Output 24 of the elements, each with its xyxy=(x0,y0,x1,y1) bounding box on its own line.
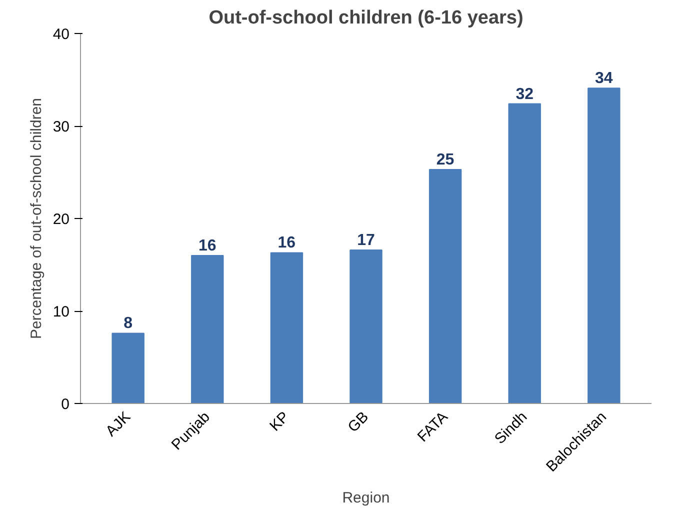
data-label: 32 xyxy=(516,86,534,103)
bar xyxy=(112,332,144,404)
data-label: 25 xyxy=(436,151,454,168)
y-tick-label: 0 xyxy=(61,396,70,413)
chart-title: Out-of-school children (6-16 years) xyxy=(208,8,524,28)
y-tick-label: 30 xyxy=(52,118,70,136)
bar xyxy=(588,88,620,404)
y-tick-label: 40 xyxy=(52,26,70,43)
bar xyxy=(428,168,462,404)
x-tick-label: KP xyxy=(266,408,293,435)
bar xyxy=(350,249,382,404)
x-tick-label: GB xyxy=(344,408,372,436)
y-tick-label: 10 xyxy=(52,304,70,320)
data-label: 16 xyxy=(278,234,296,252)
bar xyxy=(270,252,304,404)
data-label: 16 xyxy=(198,238,216,254)
x-axis-title: Region xyxy=(342,489,390,506)
data-label: 34 xyxy=(595,70,613,88)
bar xyxy=(191,255,224,404)
data-label: 17 xyxy=(357,232,375,249)
data-label: 8 xyxy=(124,315,133,332)
y-tick-label: 20 xyxy=(52,211,70,228)
bar xyxy=(508,103,541,404)
y-axis-title: Percentage of out-of-school children xyxy=(28,98,45,339)
